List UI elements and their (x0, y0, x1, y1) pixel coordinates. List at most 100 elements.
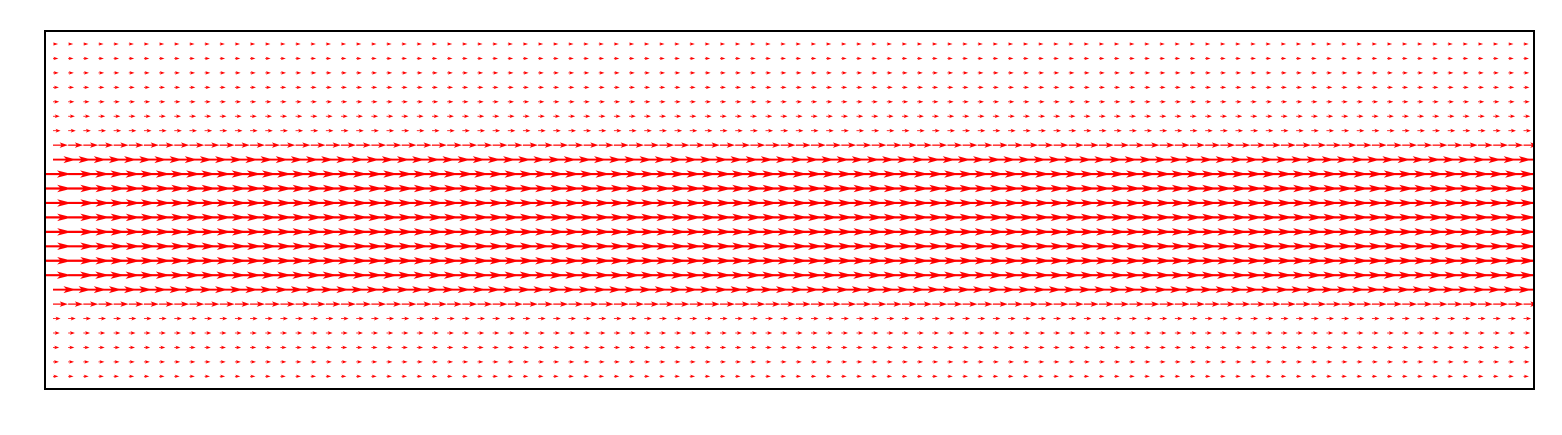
arrow-head (462, 56, 468, 61)
arrow-head (189, 42, 195, 46)
arrow-head (1145, 85, 1151, 90)
arrow-head (1312, 85, 1318, 90)
vector-arrow (1539, 199, 1562, 207)
vector-arrow (204, 42, 210, 46)
vector-arrow (704, 56, 711, 61)
vector-arrow (310, 85, 317, 90)
vector-arrow (1023, 128, 1031, 133)
vector-arrow (1114, 85, 1121, 90)
arrow-head (1297, 85, 1303, 90)
vector-arrow (371, 128, 379, 133)
vector-arrow (310, 42, 316, 46)
vector-arrow (432, 100, 439, 104)
arrow-head (554, 85, 560, 90)
arrow-head (1025, 128, 1031, 133)
vector-arrow (477, 71, 484, 75)
vector-arrow (1114, 42, 1120, 46)
arrow-head (448, 100, 454, 104)
vector-arrow (583, 71, 590, 75)
arrow-head (674, 56, 680, 61)
vector-arrow (901, 100, 909, 104)
vector-arrow (280, 42, 286, 46)
arrow-head (69, 114, 75, 119)
arrow-head (1160, 85, 1166, 90)
vector-arrow (1008, 85, 1015, 90)
vector-arrow (234, 114, 242, 119)
arrow-head (1039, 85, 1045, 90)
arrow-head (903, 100, 909, 104)
vector-arrow (1371, 42, 1378, 46)
vector-arrow (462, 85, 469, 90)
vector-arrow (795, 100, 803, 104)
vector-arrow (1190, 128, 1198, 133)
arrow-head (888, 100, 894, 104)
vector-arrow (341, 71, 347, 75)
arrow-head (175, 85, 181, 90)
vector-arrow (795, 128, 804, 133)
vector-arrow (250, 56, 256, 61)
arrow-head (553, 71, 559, 75)
arrow-head (690, 71, 696, 75)
arrow-head (251, 85, 257, 90)
arrow-head (1114, 42, 1120, 46)
vector-arrow (977, 100, 984, 104)
vector-arrow (1326, 114, 1334, 119)
vector-arrow (553, 100, 560, 104)
vector-arrow (644, 128, 652, 133)
arrow-head (1403, 100, 1409, 104)
vector-arrow (901, 128, 910, 133)
vector-arrow (1432, 42, 1438, 46)
arrow-head (85, 128, 91, 133)
arrow-head (857, 100, 863, 104)
arrow-head (1160, 71, 1166, 75)
vector-arrow (841, 71, 847, 75)
arrow-head (509, 114, 515, 119)
arrow-head (1039, 100, 1045, 104)
vector-arrow (1023, 85, 1030, 90)
arrow-head (403, 114, 409, 119)
vector-arrow (659, 71, 666, 75)
vector-arrow (1326, 71, 1333, 75)
vector-arrow (1493, 71, 1499, 75)
vector-arrow (856, 71, 863, 75)
arrow-head (1175, 71, 1181, 75)
plot-background (45, 31, 1534, 389)
vector-arrow (1144, 128, 1153, 133)
vector-arrow (1280, 71, 1287, 75)
arrow-head (1238, 128, 1244, 133)
vector-arrow (750, 128, 758, 133)
arrow-head (341, 42, 347, 46)
arrow-head (326, 71, 332, 75)
vector-arrow (477, 42, 483, 46)
arrow-head (402, 100, 408, 104)
vector-arrow (901, 85, 908, 90)
vector-arrow (583, 85, 590, 90)
vector-arrow (1462, 56, 1469, 61)
vector-arrow (447, 100, 454, 104)
vector-arrow (629, 85, 636, 90)
arrow-head (720, 71, 726, 75)
vector-arrow (1205, 114, 1212, 119)
arrow-head (857, 85, 863, 90)
vector-arrow (432, 114, 439, 119)
arrow-head (419, 128, 425, 133)
vector-arrow (507, 100, 515, 104)
arrow-head (1023, 56, 1029, 61)
vector-arrow (826, 71, 832, 75)
arrow-head (265, 42, 271, 46)
vector-arrow (143, 71, 150, 75)
vector-arrow (947, 114, 955, 119)
arrow-head (858, 114, 864, 119)
arrow-head (1448, 85, 1454, 90)
vector-arrow (917, 128, 925, 133)
vector-arrow (98, 100, 105, 104)
arrow-head (644, 71, 650, 75)
vector-arrow (1326, 85, 1333, 90)
vector-arrow (780, 71, 787, 75)
arrow-head (690, 100, 696, 104)
vector-arrow (462, 42, 468, 46)
vector-arrow (1462, 71, 1469, 75)
arrow-head (645, 85, 651, 90)
vector-arrow (568, 85, 575, 90)
arrow-head (190, 100, 196, 104)
